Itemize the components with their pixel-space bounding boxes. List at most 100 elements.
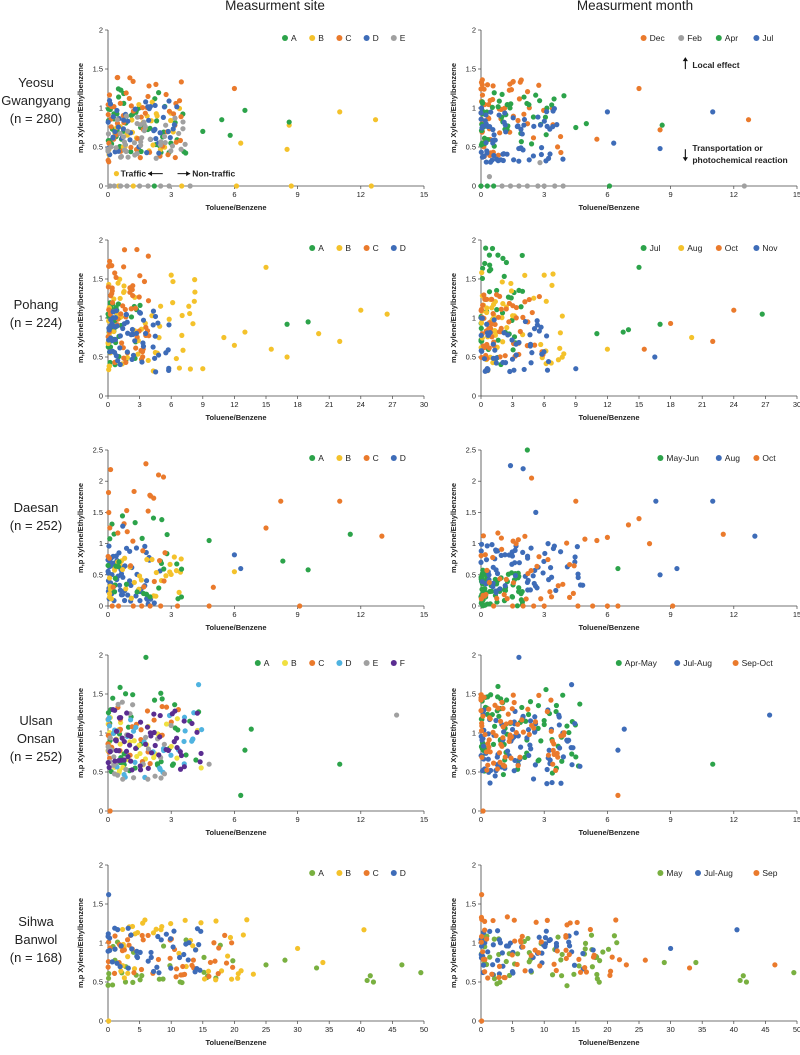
scatter-point bbox=[486, 737, 492, 743]
scatter-point bbox=[646, 541, 653, 547]
scatter-point bbox=[482, 731, 488, 738]
scatter-point bbox=[115, 124, 121, 130]
x-tick-label: 12 bbox=[230, 400, 238, 409]
scatter-point bbox=[496, 963, 503, 969]
scatter-point bbox=[158, 927, 164, 933]
scatter-point bbox=[107, 749, 113, 755]
scatter-point bbox=[530, 776, 537, 782]
scatter-point bbox=[151, 183, 157, 189]
scatter-point bbox=[491, 936, 497, 942]
x-axis-title: Toluene/Benzene bbox=[578, 623, 639, 632]
legend-label: Dec bbox=[650, 33, 666, 43]
scatter-point bbox=[176, 950, 182, 956]
x-tick-label: 15 bbox=[793, 190, 800, 199]
scatter-point bbox=[250, 971, 256, 977]
scatter-point bbox=[123, 545, 130, 551]
scatter-point bbox=[138, 114, 144, 120]
scatter-point bbox=[505, 294, 512, 300]
scatter-point bbox=[616, 957, 623, 963]
scatter-point bbox=[550, 108, 556, 114]
scatter-point bbox=[501, 729, 507, 735]
scatter-point bbox=[517, 754, 523, 760]
scatter-point bbox=[178, 752, 185, 759]
scatter-point bbox=[520, 603, 526, 609]
x-tick-label: 15 bbox=[262, 400, 270, 409]
scatter-point bbox=[494, 754, 500, 760]
scatter-point bbox=[490, 760, 497, 766]
scatter-point bbox=[126, 578, 133, 584]
scatter-point bbox=[110, 695, 116, 701]
scatter-point bbox=[124, 529, 130, 535]
scatter-point bbox=[478, 116, 484, 122]
scatter-point bbox=[490, 917, 496, 924]
scatter-point bbox=[536, 692, 542, 698]
scatter-point bbox=[625, 522, 632, 528]
scatter-point bbox=[513, 352, 519, 358]
scatter-point bbox=[106, 892, 112, 898]
legend-label: Jul bbox=[650, 243, 661, 253]
x-tick-label: 9 bbox=[669, 190, 673, 199]
scatter-point bbox=[583, 121, 589, 127]
scatter-point bbox=[494, 599, 500, 605]
scatter-point bbox=[509, 553, 516, 559]
legend-label: C bbox=[318, 658, 324, 668]
scatter-point bbox=[116, 757, 122, 764]
scatter-point bbox=[130, 702, 136, 708]
scatter-point bbox=[607, 972, 613, 978]
scatter-point bbox=[486, 325, 492, 331]
scatter-point bbox=[122, 563, 128, 569]
legend-label: C bbox=[373, 868, 379, 878]
scatter-point bbox=[313, 965, 320, 971]
scatter-point bbox=[118, 968, 124, 974]
scatter-point bbox=[485, 756, 491, 762]
scatter-point bbox=[128, 149, 134, 155]
scatter-point bbox=[544, 766, 550, 773]
scatter-point bbox=[165, 152, 171, 158]
scatter-point bbox=[535, 114, 541, 120]
scatter-point bbox=[225, 953, 231, 959]
x-tick-label: 0 bbox=[479, 1025, 483, 1034]
scatter-point bbox=[590, 603, 596, 609]
scatter-point bbox=[186, 303, 192, 309]
scatter-point bbox=[168, 965, 174, 971]
scatter-point bbox=[492, 773, 498, 779]
legend-label: D bbox=[345, 658, 351, 668]
scatter-point bbox=[538, 341, 544, 348]
scatter-point bbox=[511, 917, 517, 923]
scatter-point bbox=[115, 530, 121, 536]
scatter-point bbox=[495, 337, 501, 343]
x-tick-label: 50 bbox=[793, 1025, 800, 1034]
x-tick-label: 21 bbox=[325, 400, 333, 409]
scatter-point bbox=[497, 759, 503, 765]
scatter-point bbox=[125, 128, 131, 134]
scatter-point bbox=[180, 347, 186, 353]
scatter-point bbox=[125, 592, 131, 598]
scatter-point bbox=[132, 338, 138, 344]
scatter-point bbox=[115, 603, 122, 609]
scatter-point bbox=[521, 366, 527, 373]
scatter-point bbox=[177, 137, 184, 144]
scatter-point bbox=[185, 957, 191, 963]
scatter-point bbox=[482, 118, 488, 124]
scatter-point bbox=[560, 183, 566, 189]
legend-marker bbox=[282, 35, 288, 41]
scatter-point bbox=[493, 292, 500, 298]
scatter-point bbox=[573, 498, 579, 504]
scatter-point bbox=[529, 350, 535, 356]
scatter-point bbox=[483, 591, 489, 598]
scatter-point bbox=[190, 943, 196, 949]
scatter-point bbox=[539, 351, 545, 357]
scatter-point bbox=[514, 961, 520, 968]
scatter-point bbox=[216, 945, 222, 951]
scatter-point bbox=[121, 283, 127, 289]
scatter-point bbox=[121, 321, 127, 327]
scatter-point bbox=[767, 712, 773, 718]
x-tick-label: 35 bbox=[325, 1025, 333, 1034]
scatter-point bbox=[178, 594, 185, 600]
scatter-point bbox=[479, 575, 485, 581]
scatter-point bbox=[201, 954, 207, 960]
scatter-point bbox=[495, 314, 502, 320]
scatter-point bbox=[545, 556, 551, 563]
scatter-point bbox=[559, 313, 565, 319]
scatter-point bbox=[625, 327, 632, 333]
